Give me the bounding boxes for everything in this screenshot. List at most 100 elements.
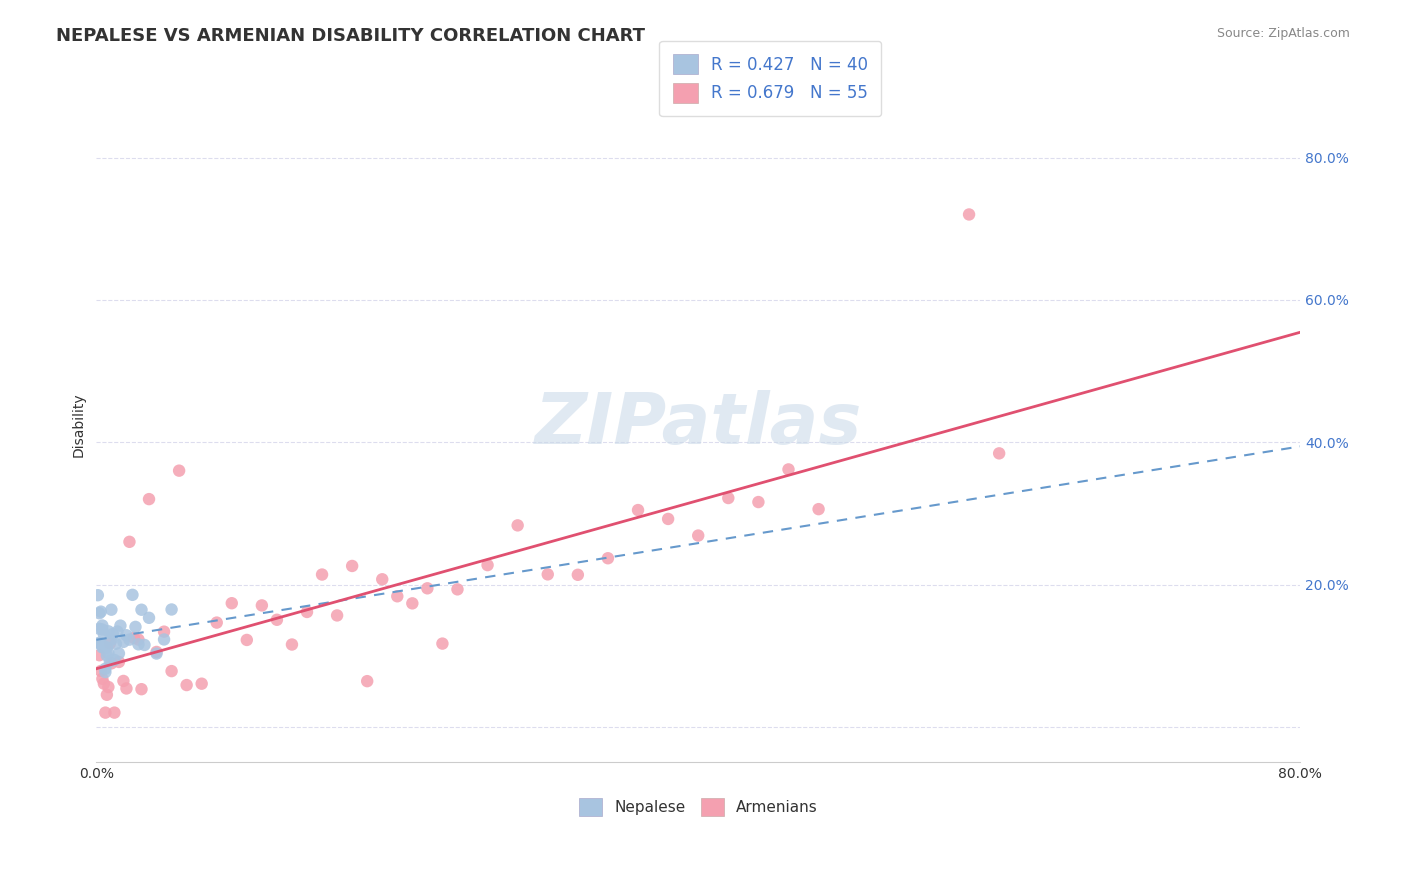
- Point: [131, 603, 153, 617]
- Point: [100, 632, 122, 647]
- Point: [100, 603, 122, 617]
- Point: [90, 605, 112, 619]
- Point: [340, 558, 363, 573]
- Text: NEPALESE VS ARMENIAN DISABILITY CORRELATION CHART: NEPALESE VS ARMENIAN DISABILITY CORRELAT…: [56, 27, 645, 45]
- Point: [93, 627, 115, 641]
- Point: [657, 512, 679, 526]
- Text: ZIPatlas: ZIPatlas: [534, 390, 862, 458]
- Point: [91, 640, 114, 655]
- Point: [127, 632, 149, 647]
- Point: [93, 676, 115, 690]
- Point: [121, 588, 143, 602]
- Point: [108, 647, 131, 661]
- Point: [90, 637, 112, 651]
- Point: [91, 672, 114, 686]
- Point: [96, 688, 118, 702]
- Point: [89, 636, 111, 650]
- Point: [138, 611, 160, 625]
- Point: [115, 681, 138, 696]
- Point: [91, 623, 114, 637]
- Point: [124, 620, 146, 634]
- Point: [112, 673, 135, 688]
- Point: [97, 646, 120, 660]
- Y-axis label: Disability: Disability: [72, 392, 86, 457]
- Point: [103, 653, 125, 667]
- Point: [205, 615, 228, 630]
- Point: [446, 582, 468, 597]
- Point: [387, 589, 409, 603]
- Point: [371, 572, 394, 586]
- Point: [98, 636, 121, 650]
- Point: [477, 558, 499, 573]
- Point: [537, 567, 560, 582]
- Point: [103, 706, 125, 720]
- Point: [87, 588, 110, 602]
- Point: [160, 664, 183, 678]
- Point: [567, 567, 589, 582]
- Point: [778, 462, 800, 476]
- Point: [153, 632, 176, 647]
- Point: [91, 618, 114, 632]
- Point: [236, 632, 259, 647]
- Point: [596, 551, 619, 566]
- Text: Source: ZipAtlas.com: Source: ZipAtlas.com: [1216, 27, 1350, 40]
- Point: [167, 464, 190, 478]
- Point: [97, 624, 120, 639]
- Point: [326, 608, 349, 623]
- Point: [807, 502, 830, 516]
- Point: [160, 602, 183, 616]
- Point: [100, 657, 122, 671]
- Point: [118, 534, 141, 549]
- Point: [93, 640, 115, 654]
- Point: [432, 637, 454, 651]
- Point: [90, 637, 112, 651]
- Point: [627, 503, 650, 517]
- Point: [416, 582, 439, 596]
- Point: [988, 446, 1011, 460]
- Point: [89, 648, 111, 663]
- Point: [89, 606, 111, 620]
- Point: [250, 599, 273, 613]
- Point: [145, 645, 167, 659]
- Point: [89, 622, 111, 636]
- Point: [118, 632, 141, 647]
- Point: [97, 680, 120, 694]
- Point: [110, 618, 132, 632]
- Point: [506, 518, 529, 533]
- Point: [688, 528, 710, 542]
- Point: [94, 665, 117, 679]
- Point: [131, 682, 153, 697]
- Point: [107, 624, 129, 639]
- Point: [176, 678, 198, 692]
- Point: [266, 613, 288, 627]
- Point: [221, 596, 243, 610]
- Point: [108, 655, 131, 669]
- Point: [717, 491, 740, 505]
- Point: [747, 495, 769, 509]
- Point: [94, 706, 117, 720]
- Point: [98, 655, 121, 669]
- Point: [96, 648, 118, 663]
- Point: [94, 662, 117, 676]
- Point: [101, 627, 124, 641]
- Legend: Nepalese, Armenians: Nepalese, Armenians: [572, 791, 824, 822]
- Point: [104, 637, 127, 651]
- Point: [957, 207, 980, 221]
- Point: [115, 628, 138, 642]
- Point: [311, 567, 333, 582]
- Point: [356, 674, 378, 689]
- Point: [138, 492, 160, 507]
- Point: [122, 631, 145, 645]
- Point: [93, 640, 115, 654]
- Point: [153, 624, 176, 639]
- Point: [90, 664, 112, 678]
- Point: [145, 647, 167, 661]
- Point: [401, 596, 423, 610]
- Point: [295, 605, 318, 619]
- Point: [281, 638, 304, 652]
- Point: [134, 638, 156, 652]
- Point: [112, 635, 135, 649]
- Point: [127, 637, 149, 651]
- Point: [190, 676, 212, 690]
- Point: [96, 640, 118, 655]
